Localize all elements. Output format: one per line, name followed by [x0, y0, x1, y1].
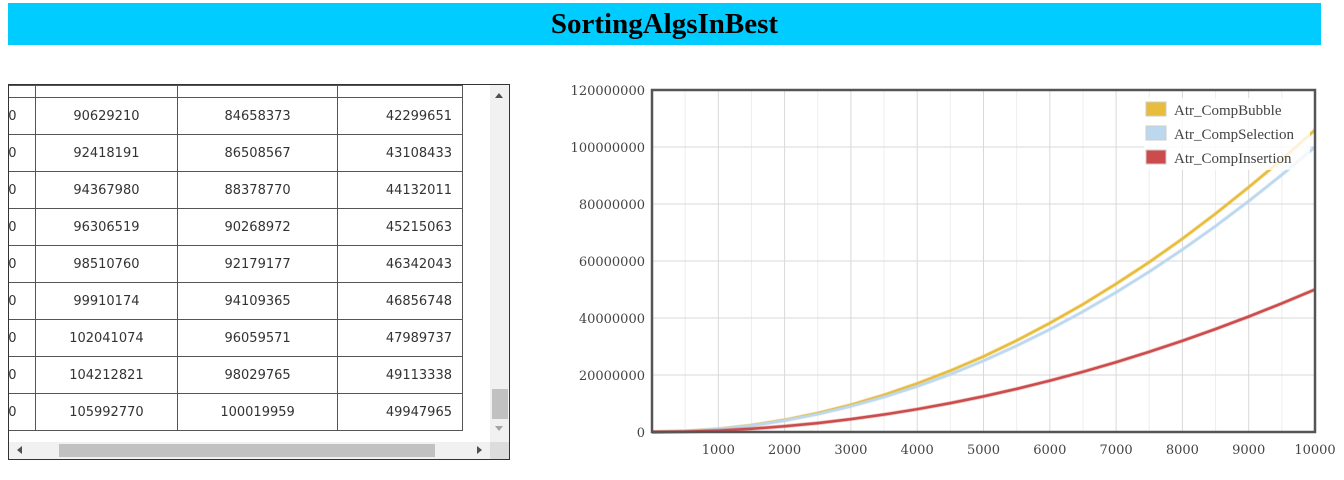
table-cell: 49947965	[336, 393, 464, 431]
legend-swatch	[1145, 149, 1167, 165]
table-cell: 00	[9, 393, 36, 431]
scroll-right-arrow-icon[interactable]	[477, 446, 482, 454]
table-cell: 96306519	[34, 208, 179, 246]
y-tick-label: 120000000	[571, 84, 645, 99]
legend-label: Atr_CompInsertion	[1174, 151, 1292, 167]
legend-swatch	[1145, 125, 1167, 141]
horizontal-scroll-thumb[interactable]	[59, 444, 435, 457]
table-row: 0010599277010001995949947965	[9, 393, 464, 431]
table-cell: 44132011	[336, 171, 464, 209]
table-cell: 00	[9, 356, 36, 394]
table-row: 00963065199026897245215063	[9, 208, 464, 246]
table-cell: 84658373	[177, 97, 338, 135]
x-tick-label: 3000	[834, 443, 867, 458]
table-row: 001042128219802976549113338	[9, 356, 464, 394]
table-cell: 96059571	[177, 319, 338, 357]
table-header-row	[9, 85, 464, 98]
table-cell: 00	[9, 171, 36, 209]
vertical-scroll-thumb[interactable]	[492, 389, 508, 419]
table-cell: 49113338	[336, 356, 464, 394]
table-row: 00985107609217917746342043	[9, 245, 464, 283]
header-cell	[34, 85, 179, 98]
table-cell: 94109365	[177, 282, 338, 320]
table-cell: 90629210	[34, 97, 179, 135]
x-tick-label: 5000	[967, 443, 1000, 458]
scroll-up-arrow-icon[interactable]	[495, 93, 503, 98]
table-cell: 86508567	[177, 134, 338, 172]
table-cell: 100019959	[177, 393, 338, 431]
page-header: SortingAlgsInBest	[8, 3, 1321, 45]
x-tick-label: 6000	[1033, 443, 1066, 458]
y-tick-label: 80000000	[579, 198, 645, 213]
plot-frame	[650, 88, 1317, 434]
x-tick-label: 10000	[1294, 443, 1335, 458]
x-tick-label: 4000	[901, 443, 934, 458]
series-line	[651, 146, 1316, 434]
x-tick-label: 8000	[1166, 443, 1199, 458]
table-cell: 99910174	[34, 282, 179, 320]
header-cell	[336, 85, 464, 98]
legend-label: Atr_CompSelection	[1174, 127, 1294, 143]
page-title: SortingAlgsInBest	[550, 7, 779, 40]
x-tick-label: 1000	[702, 443, 735, 458]
legend-label: Atr_CompBubble	[1174, 103, 1282, 119]
table-row: 00943679808837877044132011	[9, 171, 464, 209]
table-cell: 43108433	[336, 134, 464, 172]
table-cell: 105992770	[34, 393, 179, 431]
line-chart: 0 20000000 40000000 60000000 80000000 1000000…	[571, 84, 1336, 458]
table-cell: 90268972	[177, 208, 338, 246]
table-cell: 42299651	[336, 97, 464, 135]
table-cell: 47989737	[336, 319, 464, 357]
y-tick-label: 60000000	[579, 255, 645, 270]
horizontal-scrollbar[interactable]	[9, 442, 509, 459]
x-tick-label: 2000	[768, 443, 801, 458]
table-cell: 98510760	[34, 245, 179, 283]
legend-swatch	[1145, 101, 1167, 117]
table-cell: 92418191	[34, 134, 179, 172]
table-row: 00999101749410936546856748	[9, 282, 464, 320]
table-row: 00906292108465837342299651	[9, 97, 464, 135]
table-cell: 46342043	[336, 245, 464, 283]
y-tick-label: 20000000	[579, 369, 645, 384]
table-cell: 104212821	[34, 356, 179, 394]
table-cell: 45215063	[336, 208, 464, 246]
data-table: 0090629210846583734229965100924181918650…	[9, 85, 464, 431]
table-cell: 00	[9, 97, 36, 135]
table-cell: 00	[9, 134, 36, 172]
x-tick-label: 9000	[1232, 443, 1265, 458]
table-cell: 94367980	[34, 171, 179, 209]
table-cell: 98029765	[177, 356, 338, 394]
y-tick-label: 100000000	[571, 141, 645, 156]
x-tick-label: 7000	[1100, 443, 1133, 458]
scroll-down-arrow-icon[interactable]	[495, 426, 503, 431]
table-cell: 00	[9, 208, 36, 246]
table-viewport: 0090629210846583734229965100924181918650…	[9, 85, 491, 443]
table-cell: 92179177	[177, 245, 338, 283]
vertical-scrollbar[interactable]	[490, 85, 509, 443]
table-cell: 00	[9, 319, 36, 357]
data-table-panel: 0090629210846583734229965100924181918650…	[8, 84, 510, 460]
table-row: 00924181918650856743108433	[9, 134, 464, 172]
scroll-left-arrow-icon[interactable]	[17, 446, 22, 454]
table-cell: 88378770	[177, 171, 338, 209]
scrollbar-corner	[490, 442, 509, 459]
table-cell: 00	[9, 245, 36, 283]
header-cell	[9, 85, 36, 98]
table-row: 001020410749605957147989737	[9, 319, 464, 357]
table-cell: 46856748	[336, 282, 464, 320]
series-line	[651, 288, 1316, 434]
table-cell: 102041074	[34, 319, 179, 357]
y-tick-label: 40000000	[579, 312, 645, 327]
table-cell: 00	[9, 282, 36, 320]
legend-box	[1144, 98, 1310, 170]
header-cell	[177, 85, 338, 98]
y-tick-label: 0	[637, 426, 645, 441]
